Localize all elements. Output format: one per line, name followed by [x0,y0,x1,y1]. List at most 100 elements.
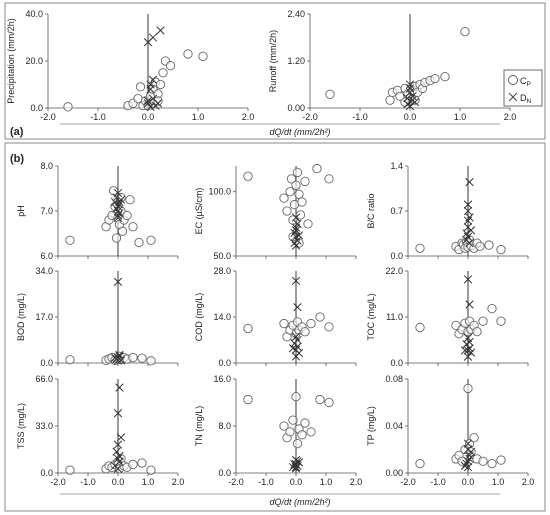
x-tick-label: 0.0 [404,112,417,122]
point-cp [292,438,303,449]
y-tick-label: 0.04 [385,421,403,431]
point-dn [465,337,474,347]
point-dn-stroke [460,346,470,355]
point-dn [291,223,301,232]
point-dn [115,451,124,461]
y-tick-label: 8.0 [40,161,53,171]
point-cp [285,427,295,437]
point-cp [279,421,289,431]
point-dn [148,33,158,42]
point-dn-stroke [156,26,165,35]
point-cp [496,244,506,255]
point-cp [475,241,485,252]
x-tick-label: -1.0 [80,477,96,487]
x-tick-label: 1.0 [454,112,467,122]
point-dn [405,84,415,93]
point-cp [430,73,440,84]
y-axis-label: TOC (mg/L) [366,293,376,340]
x-tick-label: -1.0 [352,112,368,122]
legend-cross-marker [508,92,518,102]
point-dn [110,197,120,207]
y-axis-label: Precipitation (mm/2h) [6,18,16,104]
point-cp [137,353,147,363]
point-cp [415,322,425,333]
point-cp [295,210,306,220]
point-dn-stroke [143,99,153,108]
x-tick-label: -1.0 [90,112,106,122]
point-cp [279,318,289,329]
point-dn-stroke [115,451,124,461]
point-dn-stroke [288,344,298,353]
point-dn-stroke [293,302,302,312]
point-dn-stroke [291,213,301,222]
point-dn-stroke [460,461,470,471]
point-dn [113,454,123,463]
point-cp [300,418,310,428]
y-tick-label: 28.0 [213,266,231,276]
point-dn-stroke [113,188,123,198]
point-dn-stroke [294,231,304,240]
point-dn-stroke [112,193,121,202]
point-dn-stroke [113,202,123,211]
point-dn [463,439,473,448]
point-cp [457,456,467,466]
point-dn-stroke [291,226,301,235]
point-cp [111,233,122,243]
point-dn [113,188,123,198]
point-dn [146,80,155,89]
point-dn [463,462,473,472]
point-dn [466,348,476,357]
plot-bod: 0.0 17.0 34.0 BOD (mg/L) [16,266,179,368]
point-cp [315,312,325,322]
x-tick-label: 1.0 [192,112,205,122]
point-cp [478,316,488,326]
point-dn-stroke [291,232,301,241]
point-cp [291,180,301,190]
point-dn [410,97,420,107]
x-tick-label: 2.0 [522,477,535,487]
point-dn [143,96,153,106]
plot-toc: 0.0 11.0 22.0 TOC (mg/L) [366,266,529,368]
point-dn [291,226,301,235]
point-cp [128,352,138,363]
y-axis-label: BOD (mg/L) [16,293,26,341]
point-dn [291,464,301,473]
point-cp [385,95,395,105]
point-dn-stroke [291,352,301,361]
y-tick-label: 0.00 [385,468,403,478]
y-tick-label: 100.0 [208,187,231,197]
point-cp [300,327,310,337]
point-cp [65,355,75,365]
x-tick-label: 2.0 [172,477,185,487]
y-tick-label: 20.0 [25,56,43,66]
panel-b-xlabel: dQ/dt (mm/2h²) [269,497,330,507]
point-dn-stroke [463,200,473,209]
y-tick-label: 7.0 [40,206,53,216]
point-dn-stroke [291,223,301,232]
point-cp [297,197,307,207]
plot-cod: 0.0 14.0 28.0 COD (mg/L) [194,266,357,368]
point-dn [293,335,302,345]
point-dn [156,26,165,35]
point-dn-stroke [463,275,473,284]
legend-label-dn: DN [520,93,532,105]
point-dn-stroke [408,92,417,101]
point-dn [113,202,123,211]
y-tick-label: 1.20 [287,56,305,66]
y-axis-label: TSS (mg/L) [16,403,26,449]
point-dn [290,238,299,248]
point-dn-stroke [463,216,473,225]
point-dn-stroke [465,337,474,347]
point-cp [294,189,304,199]
y-tick-label: 22.0 [385,266,403,276]
point-dn-stroke [288,462,298,472]
point-dn [288,344,298,353]
point-dn [293,342,302,351]
point-dn [405,88,415,97]
point-cp [125,195,135,205]
y-axis-label: TP (mg/L) [366,406,376,446]
point-cp [303,219,313,229]
y-tick-label: 2.40 [287,9,305,19]
y-tick-label: 17.0 [35,312,53,322]
point-dn-stroke [403,94,412,103]
